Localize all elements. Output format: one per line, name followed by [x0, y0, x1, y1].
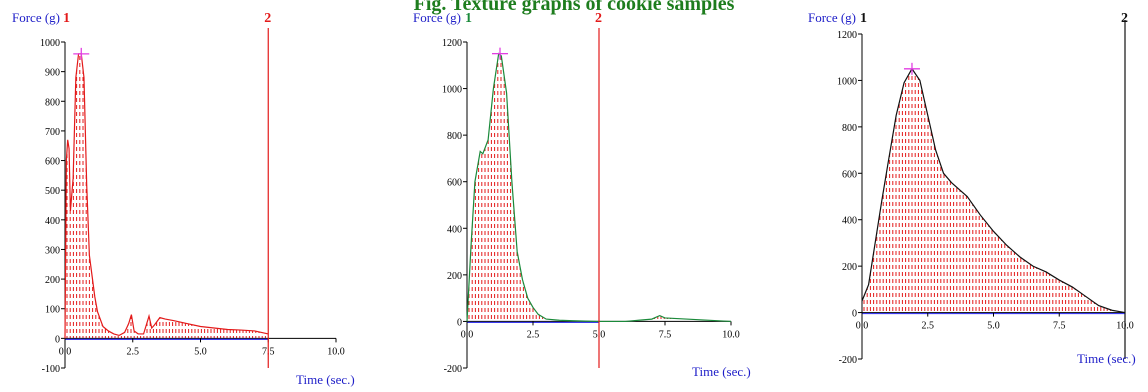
x-tick-label: 7.5 — [659, 329, 672, 340]
marker-2-label: 2 — [1121, 11, 1128, 26]
y-tick-label: 400 — [447, 224, 462, 235]
x-tick-label: 5.0 — [987, 321, 1000, 332]
y-tick-label: 1000 — [442, 85, 462, 96]
y-tick-label: 600 — [447, 178, 462, 189]
y-tick-label: 800 — [842, 123, 857, 134]
y-tick-label: 700 — [45, 127, 60, 138]
x-tick-label: 2.5 — [127, 346, 140, 357]
series-line — [64, 53, 269, 339]
x-axis-label: Time (sec.) — [692, 364, 751, 379]
x-tick-label: 5.0 — [194, 346, 207, 357]
y-tick-label: 600 — [842, 169, 857, 180]
x-tick-label: 0.0 — [461, 329, 474, 340]
y-tick-label: 100 — [45, 305, 60, 316]
y-tick-label: 0 — [457, 317, 462, 328]
marker-1-label: 1 — [860, 11, 867, 26]
y-tick-label: -200 — [839, 355, 857, 366]
texture-chart-1: -100 0 100 200 300 400 500 600 700 800 900 1000 0.0 2… — [12, 10, 355, 387]
y-tick-label: 1200 — [442, 38, 462, 49]
x-tick-label: 10.0 — [722, 329, 740, 340]
y-tick-label: 1000 — [40, 38, 60, 49]
y-tick-label: 0 — [852, 309, 857, 320]
area-hatch — [66, 53, 269, 339]
y-tick-label: 1200 — [837, 30, 857, 41]
marker-1-label: 1 — [63, 11, 70, 26]
y-tick-label: 1000 — [837, 76, 857, 87]
y-tick-label: -100 — [42, 364, 60, 375]
series-line — [466, 52, 732, 323]
marker-2-label: 2 — [595, 11, 602, 26]
y-tick-label: 200 — [447, 271, 462, 282]
y-tick-label: 800 — [45, 97, 60, 108]
x-axis-label: Time (sec.) — [1077, 351, 1136, 366]
y-tick-label: 400 — [842, 216, 857, 227]
y-axis-label: Force (g) — [12, 10, 60, 25]
x-axis-label: Time (sec.) — [296, 372, 355, 387]
y-tick-label: 200 — [45, 275, 60, 286]
y-tick-label: 300 — [45, 245, 60, 256]
figure-title: Fig. Texture graphs of cookie samples — [413, 0, 735, 15]
marker-2-label: 2 — [264, 11, 271, 26]
y-tick-label: 800 — [447, 131, 462, 142]
series-line — [861, 67, 1126, 314]
y-tick-label: 400 — [45, 216, 60, 227]
y-axis-label: Force (g) — [413, 10, 461, 25]
x-tick-label: 2.5 — [527, 329, 540, 340]
y-tick-label: 500 — [45, 186, 60, 197]
area-hatch — [863, 68, 1124, 313]
x-tick-label: 2.5 — [922, 321, 935, 332]
y-tick-label: 200 — [842, 262, 857, 273]
x-tick-label: 7.5 — [1053, 321, 1066, 332]
y-axis-label: Force (g) — [808, 10, 856, 25]
y-tick-label: 600 — [45, 157, 60, 168]
y-tick-label: -200 — [444, 364, 462, 375]
y-tick-label: 0 — [55, 334, 60, 345]
x-tick-label: 10.0 — [327, 346, 345, 357]
marker-1-label: 1 — [465, 11, 472, 26]
x-tick-label: 0.0 — [59, 346, 72, 357]
x-tick-label: 0.0 — [856, 321, 869, 332]
y-tick-label: 900 — [45, 68, 60, 79]
